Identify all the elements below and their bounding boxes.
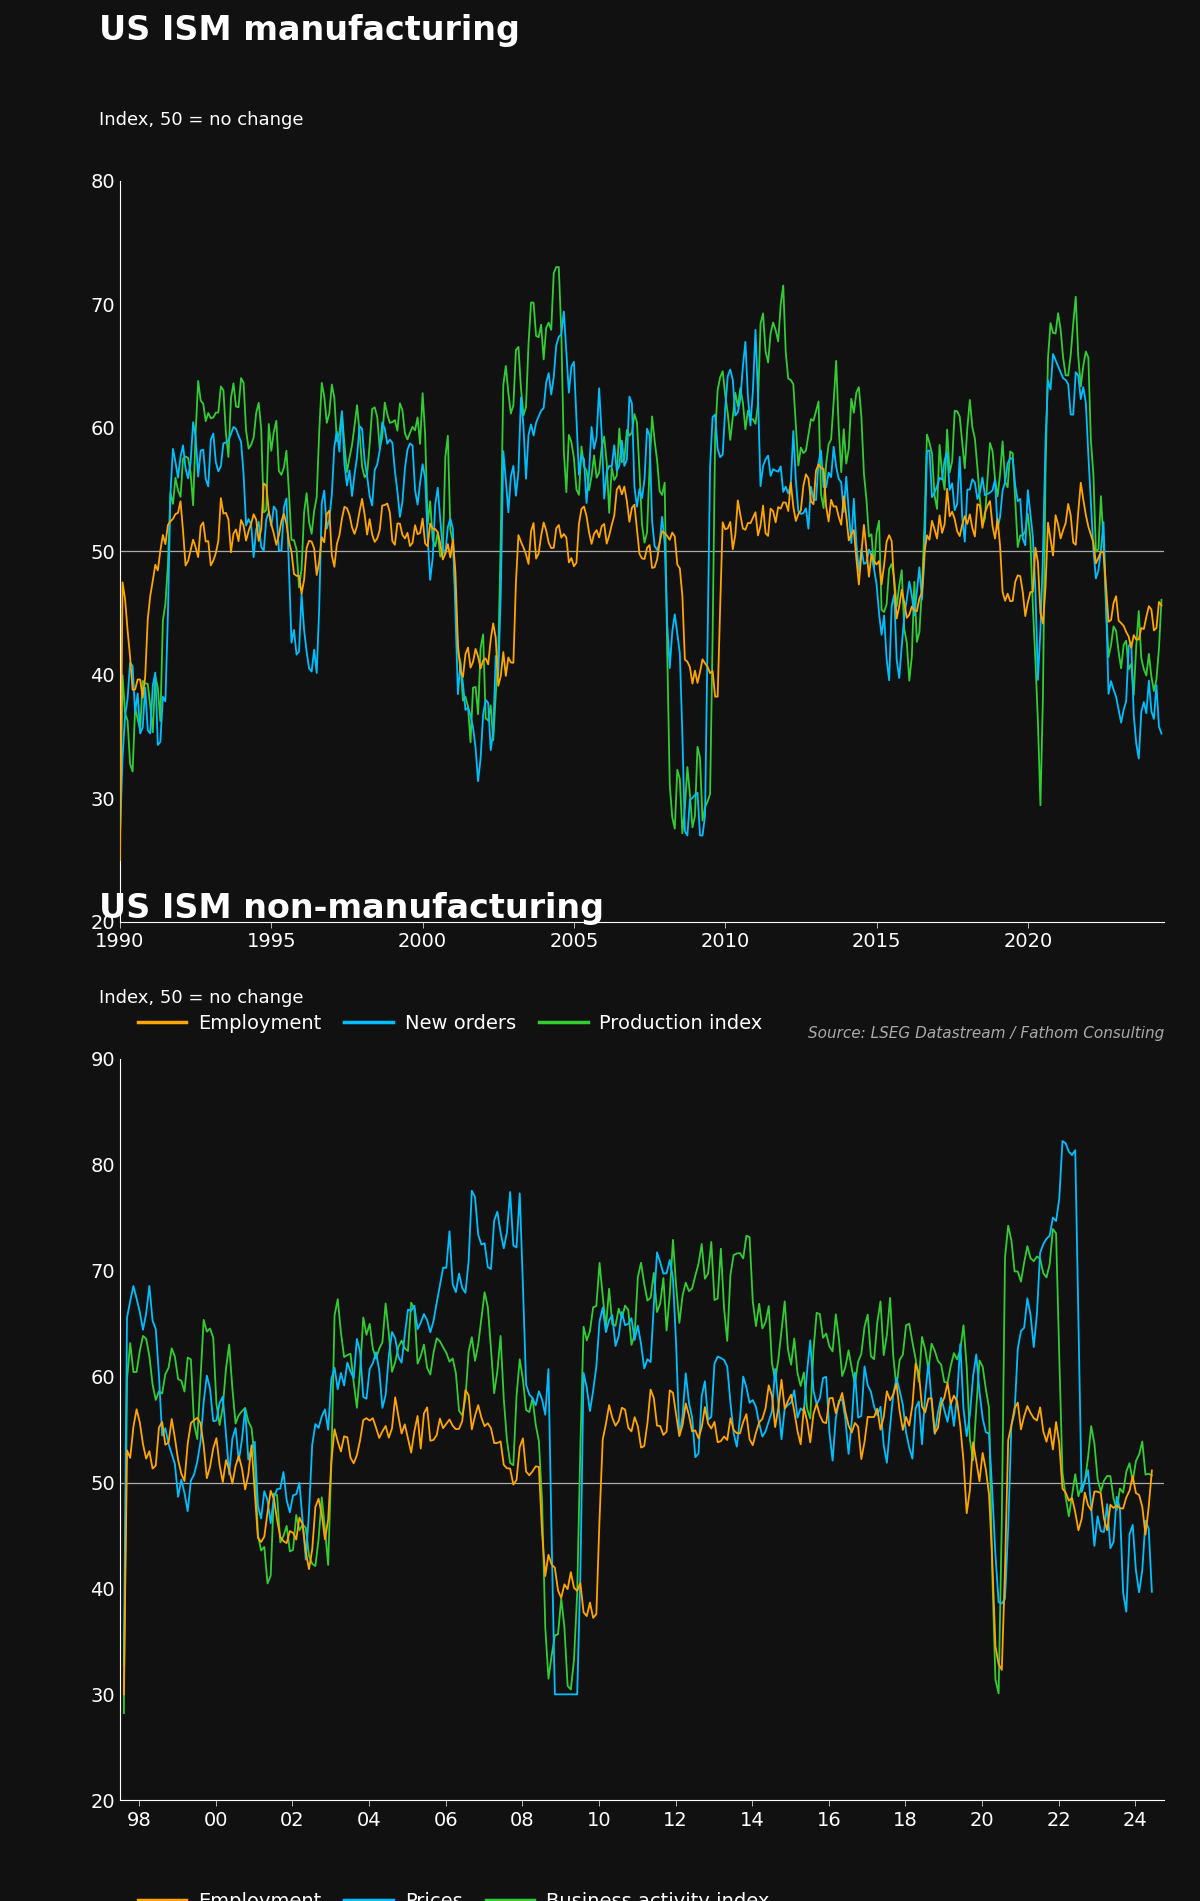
Text: US ISM manufacturing: US ISM manufacturing (100, 13, 520, 48)
Text: Source: LSEG Datastream / Fathom Consulting: Source: LSEG Datastream / Fathom Consult… (808, 1027, 1164, 1040)
Legend: Employment, New orders, Production index: Employment, New orders, Production index (130, 1006, 770, 1040)
Text: Index, 50 = no change: Index, 50 = no change (100, 989, 304, 1008)
Text: Index, 50 = no change: Index, 50 = no change (100, 110, 304, 129)
Legend: Employment, Prices, Business activity index: Employment, Prices, Business activity in… (130, 1884, 778, 1901)
Text: US ISM non-manufacturing: US ISM non-manufacturing (100, 892, 604, 926)
